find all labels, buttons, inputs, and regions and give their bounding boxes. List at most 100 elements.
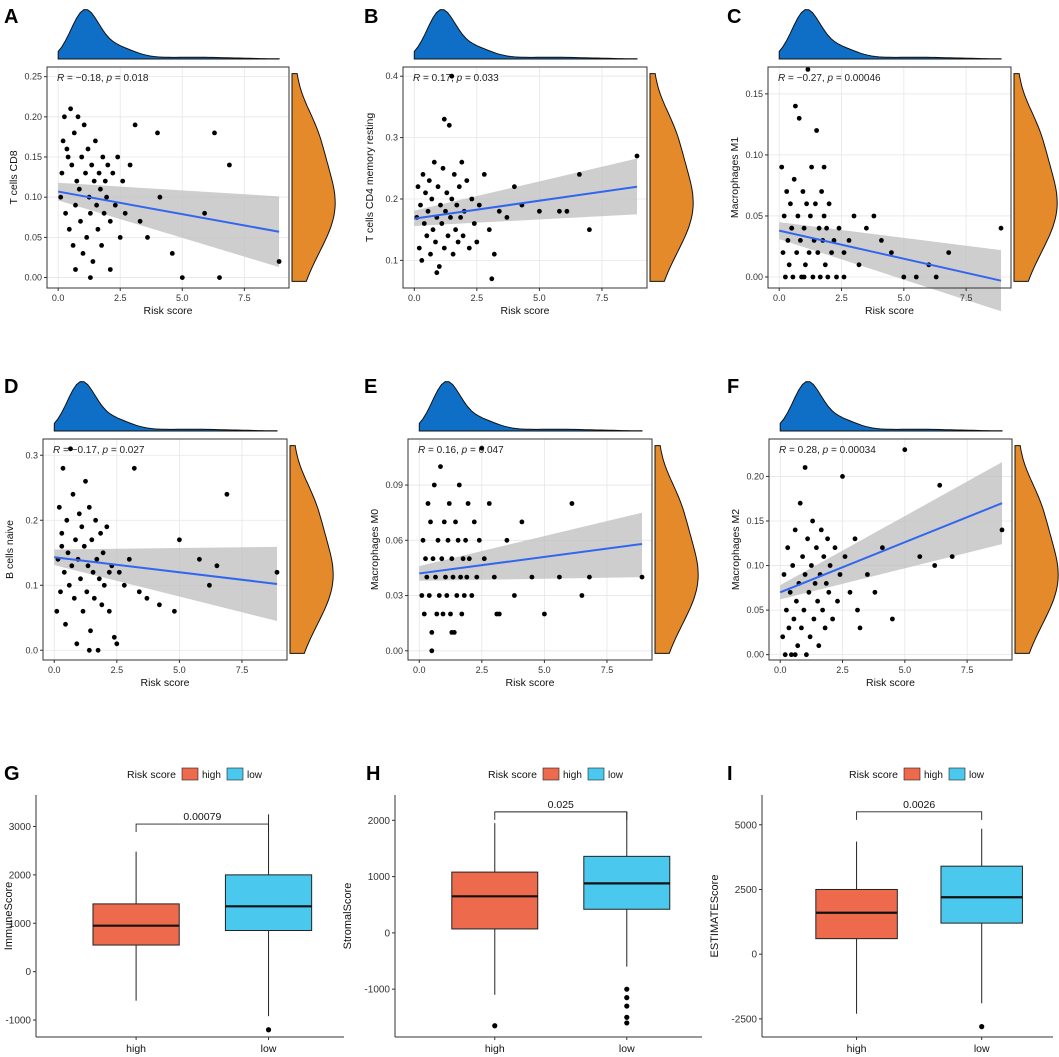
data-point [801,225,807,231]
data-point [806,250,812,256]
x-axis-title: Risk score [140,677,189,689]
outlier-point [624,1014,630,1020]
data-point [998,225,1004,231]
legend-label-high: high [924,770,943,781]
data-point [460,233,466,239]
data-point [865,572,870,577]
data-point [864,225,869,231]
y-tick-label: 0.06 [385,535,403,545]
data-point [836,225,842,231]
regression-line [57,190,280,233]
data-point [537,208,542,214]
data-point [86,647,92,653]
annotation-p-symbol: p [827,73,834,84]
data-point [89,162,95,168]
data-point [101,210,107,216]
data-point [104,194,109,200]
annotation-p-value: = 0.027 [108,445,145,456]
x-tick-label: high [126,1043,146,1055]
data-point [428,519,433,525]
data-point [94,556,100,562]
data-point [800,554,805,559]
y-tick-label: 0.00 [385,646,403,656]
x-tick-label: 0.0 [774,665,787,675]
data-point [79,154,85,160]
legend-label-high: high [563,770,582,781]
data-point [519,519,525,525]
data-point [806,589,812,595]
data-point [58,194,64,200]
data-point [872,589,878,595]
data-point [436,264,442,269]
x-tick-label: 7.5 [601,665,614,675]
data-point [781,213,787,219]
x-axis-title: Risk score [505,677,554,689]
data-point [479,445,485,451]
data-point [126,556,132,562]
data-point [902,447,908,453]
data-point [474,574,480,580]
y-tick-label: 0.09 [385,480,403,490]
annotation-p-value: = 0.00034 [828,445,876,456]
data-point [871,213,877,219]
data-point [779,164,785,170]
legend-label-low: low [969,770,985,781]
data-point [64,146,70,152]
data-point [105,162,111,168]
data-point [443,208,448,214]
scatter-panel-a: A 0.0 2.5 5.0 7.5 0.00 0.05 0.10 0.15 0.20 0.25 Ris… [4,6,336,317]
data-point [102,178,108,184]
plot-frame [767,66,1012,289]
data-point [830,616,835,622]
y-tick-label: 0.10 [746,561,764,571]
x-tick-label: 2.5 [476,665,489,675]
box-panel-g: G Risk score high low -1000 0 1000 2000 3000 high… [3,763,344,1055]
data-point [587,574,592,580]
annotation-p-value: = 0.047 [467,445,504,456]
y-axis-title: B cells naive [4,520,16,579]
data-point [890,616,895,622]
data-point [73,202,78,208]
scatter-panel-b: B 0.0 2.5 5.0 7.5 0.1 0.2 0.3 0.4 Risk score T cel… [364,6,694,317]
data-point [917,554,923,559]
data-point [841,250,847,256]
y-tick-label: 0.00 [746,650,764,660]
data-point [855,607,860,613]
data-point [63,210,68,216]
data-point [60,465,66,471]
data-point [435,537,441,543]
data-point [814,545,819,551]
data-point [791,616,797,622]
data-point [813,201,818,207]
box-panel-i: I Risk score high low -2500 0 2500 5000 high low 0… [709,763,1053,1055]
legend-title: Risk score [849,769,898,781]
data-point [820,607,825,613]
data-point [829,250,834,256]
y-tick-label: 0.1 [25,580,38,590]
data-point [227,162,232,168]
data-point [76,186,82,192]
data-point [826,201,832,207]
data-point [832,545,838,551]
data-point [469,196,475,202]
data-point [474,239,480,245]
data-point [815,598,820,604]
data-point [61,569,67,575]
data-point [821,164,827,170]
data-point [83,170,88,176]
data-point [450,251,456,257]
y-tick-label: 0.1 [385,255,398,265]
outlier-point [265,1027,272,1033]
data-point [793,103,798,109]
data-point [85,563,91,569]
panel-label: E [364,376,377,398]
data-point [88,275,93,280]
data-point [421,611,427,617]
legend-title: Risk score [127,769,176,781]
y-tick-label: 0.00 [745,272,763,282]
scatter-panel-c: C 0.0 2.5 5.0 7.5 0.00 0.05 0.10 0.15 Risk score M… [727,6,1058,317]
data-point [465,501,471,506]
data-point [851,213,857,219]
right-density-curve [654,445,699,654]
